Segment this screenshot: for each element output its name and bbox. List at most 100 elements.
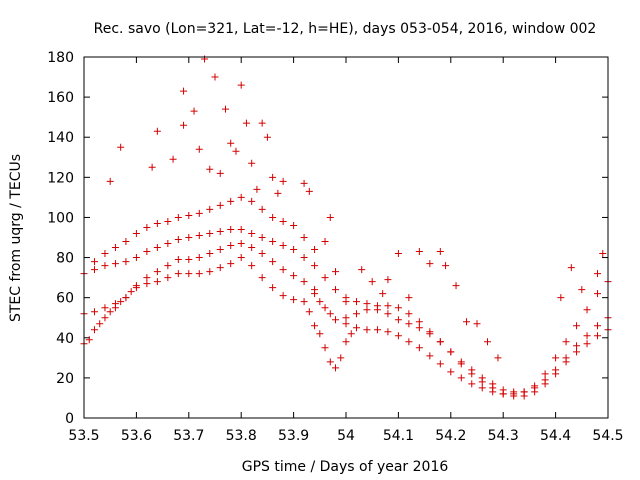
x-tick-label: 53.5 [68,428,99,444]
data-point [279,217,287,225]
data-point [478,384,486,392]
data-point [117,143,125,151]
x-tick-label: 54.2 [435,428,466,444]
data-point [96,320,104,328]
data-point [510,390,518,398]
data-point [290,272,298,280]
data-point [311,322,319,330]
data-point [164,240,172,248]
data-point [332,316,340,324]
data-point [415,344,423,352]
data-point [190,107,198,115]
data-point [122,238,130,246]
data-point [153,244,161,252]
data-point [143,274,151,282]
data-point [269,284,277,292]
x-tick-label: 53.7 [173,428,204,444]
data-point [583,340,591,348]
data-point [483,338,491,346]
data-point [358,266,366,274]
data-point [253,185,261,193]
data-point [541,370,549,378]
data-point [279,292,287,300]
data-point [363,326,371,334]
data-point [290,246,298,254]
data-point [227,242,235,250]
data-point [332,268,340,276]
data-point [311,290,319,298]
data-point [237,81,245,89]
data-point [111,300,119,308]
data-point [557,294,565,302]
data-point [248,159,256,167]
y-tick-label: 80 [56,251,74,267]
data-point [153,219,161,227]
data-point [300,298,308,306]
data-point [263,133,271,141]
data-point [363,306,371,314]
data-point [290,221,298,229]
data-point [279,242,287,250]
data-point [237,254,245,262]
data-point [405,310,413,318]
data-point [269,258,277,266]
data-point [153,278,161,286]
data-point [326,358,334,366]
y-tick-label: 120 [47,170,74,186]
data-point [300,179,308,187]
data-point [478,374,486,382]
data-point [258,205,266,213]
data-point [394,316,402,324]
data-point [195,209,203,217]
data-point [436,338,444,346]
data-point [174,256,182,264]
data-point [352,298,360,306]
data-point [373,302,381,310]
data-point [227,197,235,205]
data-point [594,332,602,340]
data-point [321,344,329,352]
y-tick-label: 60 [56,291,74,307]
data-point [153,268,161,276]
data-point [384,328,392,336]
data-point [269,213,277,221]
x-tick-label: 53.8 [226,428,257,444]
x-tick-label: 54.3 [488,428,519,444]
y-tick-label: 0 [65,411,74,427]
data-point [347,330,355,338]
data-point [206,165,214,173]
plot-frame [83,56,609,419]
x-tick-label: 54.5 [592,428,623,444]
data-point [342,338,350,346]
data-point [216,264,224,272]
data-point [337,354,345,362]
data-point [127,288,135,296]
data-point [90,326,98,334]
data-point [216,201,224,209]
data-point [106,308,114,316]
data-point [541,376,549,384]
data-point [227,139,235,147]
data-point [394,304,402,312]
data-point [552,354,560,362]
data-point [232,147,240,155]
data-point [216,169,224,177]
data-point [206,229,214,237]
data-point [342,320,350,328]
y-tick-label: 100 [47,210,74,226]
data-point [368,278,376,286]
data-point [90,266,98,274]
data-point [248,197,256,205]
data-point [195,145,203,153]
data-point [494,354,502,362]
data-point [122,258,130,266]
data-point [148,163,156,171]
data-point [394,250,402,258]
data-point [279,177,287,185]
y-tick-label: 40 [56,331,74,347]
chart-title: Rec. savo (Lon=321, Lat=-12, h=HE), days… [94,21,597,37]
data-point [164,262,172,270]
data-point [185,211,193,219]
data-point [473,320,481,328]
data-point [211,73,219,81]
